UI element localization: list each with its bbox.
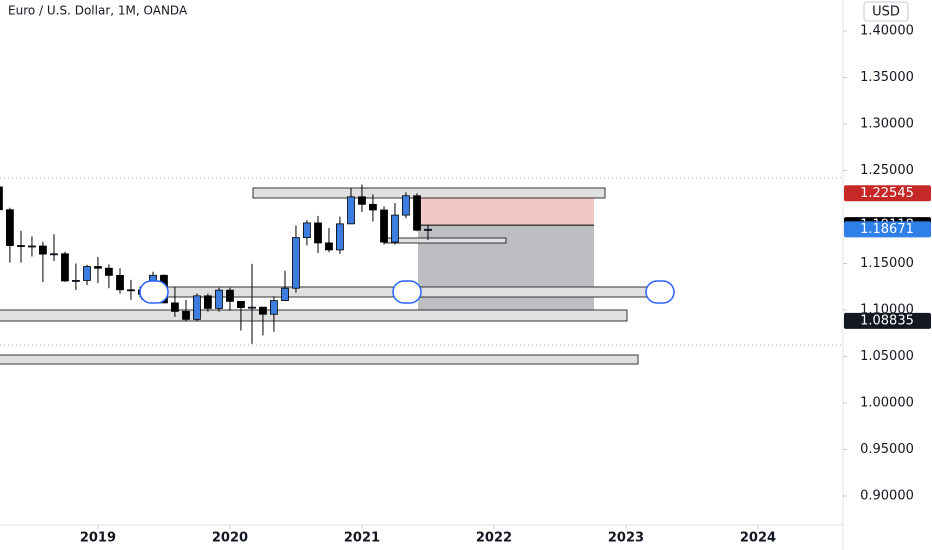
- price-label-box: [844, 185, 931, 202]
- y-tick-label: 1.35000: [860, 70, 914, 85]
- candle-body: [358, 196, 366, 205]
- price-label: 1.22545: [860, 186, 914, 201]
- candle-body: [116, 274, 124, 291]
- candle-body: [413, 195, 421, 231]
- candle-body: [94, 266, 102, 269]
- currency-box[interactable]: [863, 1, 909, 22]
- x-tick-label: 2020: [212, 531, 248, 546]
- candle-body: [402, 195, 410, 216]
- candle-body: [325, 242, 333, 251]
- candle-body: [72, 280, 80, 282]
- candle-body: [424, 228, 432, 231]
- candle-body: [237, 300, 245, 308]
- candle-body: [248, 306, 256, 309]
- candle-body: [336, 223, 344, 251]
- price-label: 1.18671: [860, 222, 914, 237]
- candle-body: [380, 209, 388, 243]
- candle-body: [105, 267, 113, 276]
- y-tick-label: 1.00000: [860, 395, 914, 410]
- price-label-box: [844, 312, 931, 329]
- candle-body: [127, 289, 135, 292]
- y-tick-label: 1.40000: [860, 23, 914, 38]
- candle-body: [204, 295, 212, 309]
- candle-body: [61, 253, 69, 282]
- candle-body: [369, 203, 377, 211]
- candle-body: [171, 302, 179, 312]
- candle-body: [6, 209, 14, 246]
- y-tick-label: 0.95000: [860, 442, 914, 457]
- marker: [392, 280, 422, 304]
- chart-title: Euro / U.S. Dollar, 1M, OANDA: [8, 4, 188, 18]
- price-label-box: [844, 221, 931, 238]
- stop-zone: [418, 193, 594, 226]
- price-label: 1.08835: [860, 313, 914, 328]
- candle-body: [193, 295, 201, 320]
- candle-body: [215, 289, 223, 309]
- x-tick-label: 2021: [344, 531, 380, 546]
- x-tick-label: 2024: [740, 531, 776, 546]
- candle-body: [182, 310, 190, 320]
- x-tick-label: 2022: [476, 531, 512, 546]
- marker: [139, 280, 169, 304]
- markers: [139, 280, 675, 304]
- y-tick-label: 1.25000: [860, 163, 914, 178]
- x-tick-label: 2023: [608, 531, 644, 546]
- x-tick-label: 2019: [80, 531, 116, 546]
- candle-body: [259, 306, 267, 315]
- position-tool: [418, 193, 594, 321]
- y-tick-label: 1.05000: [860, 349, 914, 364]
- y-tick-label: 1.15000: [860, 256, 914, 271]
- candle-body: [347, 196, 355, 225]
- candle-body: [28, 245, 36, 248]
- currency[interactable]: USD: [872, 5, 900, 20]
- candle-body: [314, 222, 322, 244]
- candle-body: [50, 253, 58, 256]
- candle-body: [226, 289, 234, 302]
- candle-body: [83, 266, 91, 281]
- candle-body: [17, 245, 25, 247]
- candle-body: [39, 245, 47, 255]
- zone: [0, 354, 639, 365]
- candle-body: [0, 186, 3, 211]
- zone: [384, 237, 507, 244]
- candle-body: [391, 214, 399, 243]
- y-tick-label: 0.90000: [860, 488, 914, 503]
- candle-body: [292, 237, 300, 289]
- candle-body: [281, 287, 289, 301]
- candle-body: [303, 222, 311, 239]
- zone: [252, 187, 606, 199]
- marker: [645, 280, 675, 304]
- candle-body: [270, 300, 278, 315]
- zone: [0, 309, 628, 322]
- y-tick-label: 1.30000: [860, 116, 914, 131]
